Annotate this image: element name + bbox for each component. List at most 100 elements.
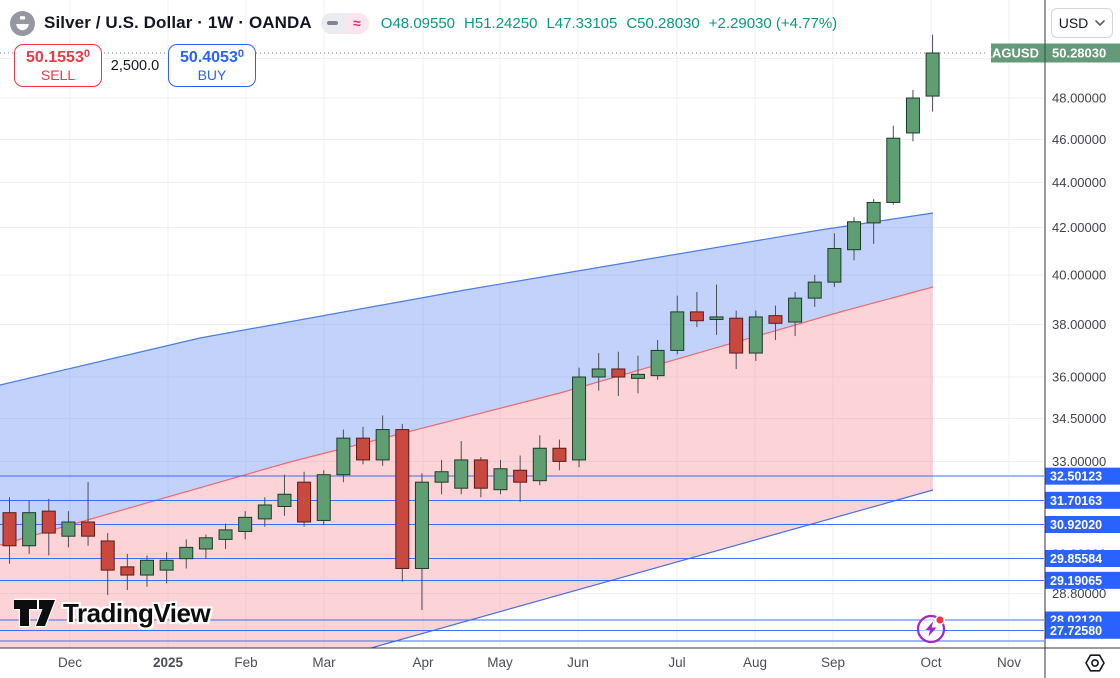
candle[interactable]: [238, 511, 253, 540]
hexagon-target-icon[interactable]: [1082, 650, 1108, 676]
svg-text:31.70163: 31.70163: [1050, 494, 1102, 508]
sell-price: 50.15530: [26, 47, 90, 66]
candle[interactable]: [257, 497, 272, 527]
quantity-field[interactable]: 2,500.0: [110, 57, 160, 74]
gridlines: [0, 0, 1044, 648]
ohlc-high: H51.24250: [464, 14, 538, 32]
candle[interactable]: [532, 435, 547, 486]
time-tick-label: Nov: [997, 655, 1021, 670]
candlesticks: [2, 34, 940, 611]
candle[interactable]: [336, 429, 351, 483]
candle[interactable]: [709, 284, 724, 335]
candle[interactable]: [61, 511, 76, 548]
candle[interactable]: [375, 415, 390, 466]
candle[interactable]: [100, 533, 115, 596]
chevron-down-icon: [1095, 20, 1106, 26]
candle[interactable]: [925, 34, 940, 112]
candle[interactable]: [591, 353, 606, 391]
delayed-data-icon: ≈: [344, 12, 369, 34]
candle[interactable]: [139, 555, 154, 587]
candle[interactable]: [689, 291, 704, 328]
plot-area: [0, 0, 1044, 648]
candle[interactable]: [473, 456, 488, 498]
alert-icon[interactable]: [916, 614, 946, 644]
price-tick-label: 38.00000: [1052, 317, 1106, 332]
candle[interactable]: [748, 310, 763, 361]
candle[interactable]: [905, 89, 920, 142]
silver-symbol-icon: [10, 10, 35, 36]
candle[interactable]: [827, 233, 842, 288]
currency-selector[interactable]: USD: [1051, 8, 1113, 38]
price-tick-label: 48.00000: [1052, 91, 1106, 106]
svg-text:29.19065: 29.19065: [1050, 574, 1102, 588]
candle[interactable]: [2, 497, 17, 564]
candle[interactable]: [807, 274, 822, 307]
candle[interactable]: [572, 367, 587, 468]
last-price-label: XAGUSD 50.28030: [983, 43, 1120, 63]
time-tick-label: Jul: [668, 655, 685, 670]
time-tick-label: Dec: [58, 655, 82, 670]
svg-text:32.50123: 32.50123: [1050, 470, 1102, 484]
svg-text:30.92020: 30.92020: [1050, 518, 1102, 532]
candle[interactable]: [159, 552, 174, 584]
candle[interactable]: [120, 553, 135, 591]
ohlc-change: +2.29030 (+4.77%): [708, 14, 838, 32]
tradingview-logo-icon: [14, 598, 56, 628]
time-tick-label: Jun: [567, 655, 589, 670]
candle[interactable]: [847, 217, 862, 261]
price-tick-label: 44.00000: [1052, 175, 1106, 190]
svg-text:50.28030: 50.28030: [1052, 45, 1106, 60]
tradingview-watermark[interactable]: TradingView: [14, 597, 211, 629]
sell-button[interactable]: 50.15530 SELL: [14, 44, 102, 87]
candle[interactable]: [493, 459, 508, 495]
candle[interactable]: [552, 439, 567, 471]
alert-price-label: 30.92020: [1045, 516, 1120, 534]
ohlc-open: O48.09550: [380, 14, 456, 32]
sell-label: SELL: [40, 67, 76, 84]
candle[interactable]: [356, 426, 371, 465]
time-tick-label: Apr: [412, 655, 434, 670]
candle[interactable]: [41, 498, 56, 556]
candle[interactable]: [297, 471, 312, 527]
price-axis[interactable]: 48.00000 46.00000 44.00000 42.00000 40.00000…: [1045, 91, 1120, 639]
candle[interactable]: [454, 441, 469, 495]
candle[interactable]: [788, 291, 803, 337]
candle[interactable]: [729, 310, 744, 369]
candle[interactable]: [886, 125, 901, 205]
candle[interactable]: [22, 500, 37, 554]
price-tick-label: 34.50000: [1052, 411, 1106, 426]
candle[interactable]: [434, 459, 449, 495]
ohlc-close: C50.28030: [626, 14, 700, 32]
candle[interactable]: [395, 423, 410, 582]
candle[interactable]: [414, 473, 429, 611]
candle[interactable]: [670, 295, 685, 355]
candle[interactable]: [513, 455, 528, 502]
candle[interactable]: [218, 523, 233, 549]
candle[interactable]: [316, 470, 331, 526]
market-status-pill[interactable]: ≈: [320, 12, 369, 34]
candle[interactable]: [198, 534, 213, 559]
candle[interactable]: [650, 339, 665, 380]
time-axis[interactable]: Dec 2025 Feb Mar Apr May Jun Jul Aug Sep Oct Nov: [58, 655, 1021, 670]
alert-price-label: 29.85584: [1045, 549, 1120, 567]
price-tick-label: 28.80000: [1052, 586, 1106, 601]
candle[interactable]: [866, 199, 881, 244]
candle[interactable]: [630, 355, 645, 394]
time-tick-label: Sep: [821, 655, 845, 670]
svg-text:27.72580: 27.72580: [1050, 624, 1102, 638]
time-tick-label: 2025: [153, 655, 184, 670]
alert-price-label: 27.72580: [1045, 621, 1120, 639]
candle[interactable]: [768, 305, 783, 340]
candle[interactable]: [611, 351, 626, 397]
candle[interactable]: [179, 539, 194, 569]
symbol-title[interactable]: Silver / U.S. Dollar · 1W · OANDA: [44, 13, 312, 32]
svg-text:29.85584: 29.85584: [1050, 552, 1102, 566]
buy-button[interactable]: 50.40530 BUY: [168, 44, 256, 87]
alert-price-label: 31.70163: [1045, 491, 1120, 509]
candle[interactable]: [81, 482, 96, 546]
buy-price: 50.40530: [180, 47, 244, 66]
price-tick-label: 36.00000: [1052, 370, 1106, 385]
price-tick-label: 46.00000: [1052, 132, 1106, 147]
candle[interactable]: [277, 474, 292, 516]
